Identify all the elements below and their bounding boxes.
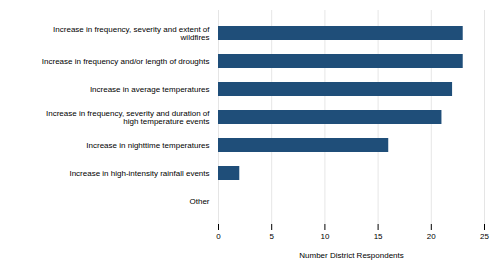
svg-text:0: 0: [216, 232, 221, 241]
svg-text:Other: Other: [189, 197, 209, 206]
svg-text:Increase in frequency and/or l: Increase in frequency and/or length of d…: [42, 57, 210, 66]
svg-text:5: 5: [269, 232, 274, 241]
svg-text:25: 25: [480, 232, 489, 241]
svg-text:Increase in nighttime temperat: Increase in nighttime temperatures: [86, 141, 209, 150]
svg-text:Increase in high-intensity rai: Increase in high-intensity rainfall even…: [69, 169, 209, 178]
svg-text:15: 15: [374, 232, 383, 241]
svg-text:20: 20: [427, 232, 436, 241]
svg-text:Increase in frequency, severit: Increase in frequency, severity and exte…: [53, 25, 210, 42]
svg-text:10: 10: [320, 232, 329, 241]
svg-text:Increase in average temperatur: Increase in average temperatures: [90, 85, 210, 94]
svg-text:Increase in frequency, severit: Increase in frequency, severity and dura…: [46, 109, 210, 126]
svg-text:Number District Respondents: Number District Respondents: [299, 251, 403, 260]
